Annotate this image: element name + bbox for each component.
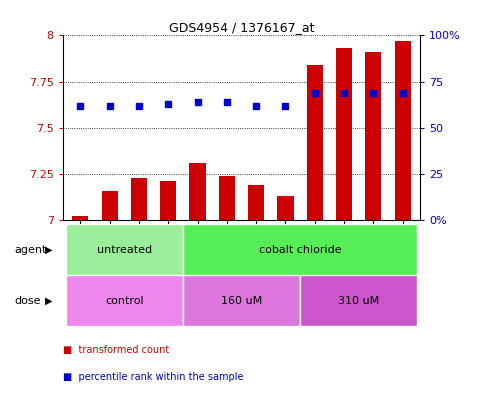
Bar xyxy=(300,275,417,326)
Bar xyxy=(277,196,294,220)
Bar xyxy=(189,163,206,220)
Title: GDS4954 / 1376167_at: GDS4954 / 1376167_at xyxy=(169,21,314,34)
Text: ▶: ▶ xyxy=(44,296,52,306)
Text: control: control xyxy=(105,296,143,306)
Bar xyxy=(183,275,300,326)
Bar xyxy=(72,217,88,220)
Text: cobalt chloride: cobalt chloride xyxy=(259,244,341,255)
Text: agent: agent xyxy=(14,244,47,255)
Bar xyxy=(365,52,382,220)
Text: dose: dose xyxy=(14,296,41,306)
Bar xyxy=(131,178,147,220)
Text: 310 uM: 310 uM xyxy=(338,296,379,306)
Text: 160 uM: 160 uM xyxy=(221,296,262,306)
Bar xyxy=(336,48,352,220)
Text: ▶: ▶ xyxy=(44,244,52,255)
Bar xyxy=(395,41,411,220)
Bar xyxy=(183,224,417,275)
Text: untreated: untreated xyxy=(97,244,152,255)
Bar xyxy=(307,65,323,220)
Text: ■  percentile rank within the sample: ■ percentile rank within the sample xyxy=(63,372,243,382)
Text: ■  transformed count: ■ transformed count xyxy=(63,345,169,355)
Bar xyxy=(101,191,118,220)
Bar xyxy=(248,185,264,220)
Bar xyxy=(66,224,183,275)
Bar xyxy=(160,181,176,220)
Bar xyxy=(219,176,235,220)
Bar xyxy=(66,275,183,326)
